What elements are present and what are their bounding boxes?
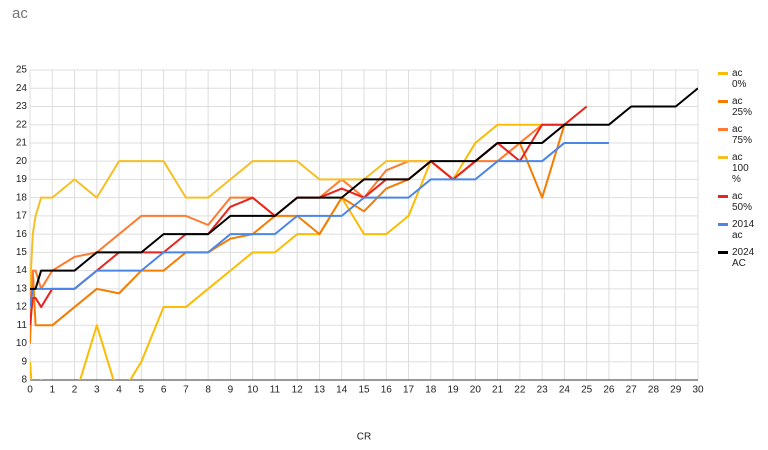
y-tick-label: 16 xyxy=(16,229,28,240)
x-tick-label: 4 xyxy=(116,385,122,396)
y-tick-label: 19 xyxy=(16,174,28,185)
x-tick-label: 30 xyxy=(692,385,704,396)
x-tick-label: 28 xyxy=(648,385,660,396)
legend-label: 2014 ac xyxy=(732,219,755,241)
legend-swatch xyxy=(718,223,728,226)
legend: ac 0% ac 25% ac 75% ac 100% ac 50% 2014 ac 202… xyxy=(718,68,756,269)
legend-entry: ac 25% xyxy=(718,96,756,118)
legend-entry: ac 75% xyxy=(718,124,756,146)
plot-lines xyxy=(30,87,698,380)
x-tick-label: 29 xyxy=(670,385,682,396)
y-tick-label: 12 xyxy=(16,302,28,313)
x-tick-label: 14 xyxy=(336,385,348,396)
series-line xyxy=(30,141,609,308)
x-tick-label: 21 xyxy=(492,385,504,396)
x-tick-label: 5 xyxy=(139,385,145,396)
y-tick-label: 20 xyxy=(16,156,28,167)
y-tick-label: 24 xyxy=(16,83,28,94)
x-tick-label: 16 xyxy=(381,385,393,396)
legend-swatch xyxy=(718,251,728,254)
x-tick-label: 17 xyxy=(403,385,415,396)
x-tick-label: 25 xyxy=(581,385,593,396)
legend-label: ac 25% xyxy=(732,96,753,118)
series-line xyxy=(30,160,431,289)
x-tick-label: 12 xyxy=(292,385,304,396)
y-tick-label: 17 xyxy=(16,211,28,222)
legend-entry: ac 100% xyxy=(718,152,756,185)
y-tick-label: 21 xyxy=(16,138,28,149)
legend-entry: 2014 ac xyxy=(718,219,756,241)
x-tick-label: 6 xyxy=(161,385,167,396)
x-tick-label: 1 xyxy=(49,385,55,396)
y-tick-label: 13 xyxy=(16,283,28,294)
x-tick-label: 8 xyxy=(205,385,211,396)
y-tick-label: 14 xyxy=(16,265,28,276)
legend-label: ac 100% xyxy=(732,152,749,185)
chart-title: ac xyxy=(12,5,28,22)
x-tick-label: 23 xyxy=(537,385,549,396)
x-tick-label: 26 xyxy=(603,385,615,396)
legend-swatch xyxy=(718,72,728,75)
x-tick-label: 3 xyxy=(94,385,100,396)
y-tick-label: 9 xyxy=(21,356,27,367)
x-tick-label: 11 xyxy=(270,385,281,396)
legend-label: 2024 AC xyxy=(732,247,755,269)
legend-label: ac 50% xyxy=(732,191,753,213)
y-tick-label: 18 xyxy=(16,192,28,203)
legend-swatch xyxy=(718,100,728,103)
x-tick-label: 27 xyxy=(626,385,638,396)
y-tick-label: 25 xyxy=(16,65,28,76)
series-line xyxy=(30,123,543,380)
legend-entry: ac 0% xyxy=(718,68,756,90)
y-tick-label: 15 xyxy=(16,247,28,258)
x-tick-label: 18 xyxy=(425,385,437,396)
x-tick-label: 22 xyxy=(514,385,526,396)
legend-entry: 2024 AC xyxy=(718,247,756,269)
y-tick-label: 10 xyxy=(16,338,28,349)
y-tick-label: 22 xyxy=(16,119,28,130)
x-tick-label: 2 xyxy=(72,385,78,396)
legend-swatch xyxy=(718,195,728,198)
legend-entry: ac 50% xyxy=(718,191,756,213)
legend-swatch xyxy=(718,156,728,159)
x-axis-label: CR xyxy=(357,432,371,443)
x-tick-label: 24 xyxy=(559,385,571,396)
x-tick-label: 0 xyxy=(27,385,33,396)
x-tick-label: 15 xyxy=(358,385,370,396)
x-tick-label: 7 xyxy=(183,385,189,396)
legend-label: ac 0% xyxy=(732,68,747,90)
y-tick-label: 11 xyxy=(17,320,28,331)
x-tick-label: 10 xyxy=(247,385,259,396)
y-tick-label: 8 xyxy=(21,375,27,386)
legend-swatch xyxy=(718,128,728,131)
x-tick-label: 19 xyxy=(448,385,460,396)
x-tick-label: 20 xyxy=(470,385,482,396)
legend-label: ac 75% xyxy=(732,124,753,146)
x-tick-label: 13 xyxy=(314,385,326,396)
x-tick-label: 9 xyxy=(228,385,234,396)
y-tick-label: 23 xyxy=(16,101,28,112)
series-line xyxy=(30,87,698,290)
